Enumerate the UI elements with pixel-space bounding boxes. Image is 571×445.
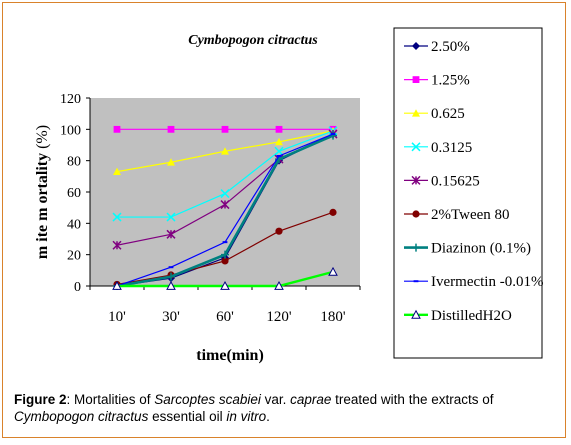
data-point (221, 257, 229, 265)
legend-item-ivermectin-0-01: Ivermectin -0.01% (404, 274, 543, 290)
legend-label: 0.15625 (431, 173, 480, 189)
data-point (274, 280, 284, 290)
series-distilledh2o (112, 266, 338, 290)
data-point (166, 229, 176, 239)
data-point (328, 266, 338, 276)
y-tick-label: 100 (60, 123, 81, 138)
caption-text-4: essential oil (148, 409, 227, 424)
caption-text-2: var. (260, 392, 291, 407)
legend: 2.50% 1.25% 0.625 0.3125 0.15625 2%Tween 80 Di… (404, 39, 543, 324)
legend-item-0-625: 0.625 (404, 106, 465, 122)
legend-item-2-50: 2.50% (404, 39, 470, 55)
data-point (113, 167, 121, 176)
x-tick-label: 60' (216, 309, 234, 325)
caption-plant: Cymbopogon citractus (14, 409, 149, 424)
legend-item-0-15625: 0.15625 (404, 173, 480, 189)
y-tick-label: 80 (67, 155, 81, 170)
legend-label: Diazinon (0.1%) (431, 241, 531, 257)
x-axis: 10' 30' 60' 120' 180' (89, 285, 361, 325)
legend-item-distilledh2o: DistilledH2O (404, 308, 512, 324)
legend-label: 1.25% (431, 73, 470, 89)
legend-marker (411, 142, 421, 152)
y-tick-label: 40 (67, 217, 81, 232)
series-layer (112, 125, 338, 290)
figure-caption: Figure 2: Mortalities of Sarcoptes scabi… (14, 391, 562, 425)
caption-label: Figure 2 (14, 392, 67, 407)
legend-label: 2%Tween 80 (431, 207, 510, 223)
x-tick-label: 10' (108, 309, 126, 325)
data-point (274, 146, 284, 156)
caption-text-3: treated with the extracts of (331, 392, 494, 407)
data-point (112, 280, 122, 290)
legend-marker (412, 109, 420, 117)
data-point (220, 200, 230, 210)
y-axis: 0 20 40 60 80 100 120 (60, 92, 91, 295)
legend-item-1-25: 1.25% (404, 73, 470, 89)
x-tick-label: 180' (320, 309, 346, 325)
caption-species: Sarcoptes scabiei (154, 392, 261, 407)
legend-item-2-tween-80: 2%Tween 80 (404, 207, 510, 223)
figure-frame (2, 2, 566, 438)
x-tick-label: 30' (162, 309, 180, 325)
legend-marker (411, 175, 421, 185)
legend-label: 0.625 (431, 106, 465, 122)
data-point (275, 227, 283, 235)
data-point (221, 147, 229, 155)
legend-item-0-3125: 0.3125 (404, 140, 472, 156)
x-tick-label: 120' (266, 309, 292, 325)
chart-title: Cymbopogon citractus (188, 33, 318, 48)
data-point (167, 272, 175, 281)
data-point (221, 250, 229, 259)
data-point (220, 189, 230, 199)
legend-marker (412, 76, 420, 83)
legend-marker (412, 243, 420, 252)
data-point (166, 212, 176, 222)
caption-invitro: in vitro (226, 409, 267, 424)
x-axis-label: time(min) (196, 347, 264, 364)
legend-marker (412, 42, 420, 50)
caption-text-1: : Mortalities of (66, 392, 155, 407)
data-point (221, 125, 229, 133)
series-diazinon-0-1 (113, 131, 337, 290)
data-point (112, 212, 122, 222)
data-point (275, 137, 283, 146)
legend-label: Ivermectin -0.01% (431, 274, 543, 290)
legend-label: 2.50% (431, 39, 470, 55)
legend-marker (412, 210, 420, 218)
data-point (167, 158, 175, 166)
legend-marker (411, 309, 421, 319)
y-tick-label: 120 (60, 92, 81, 107)
data-point (113, 125, 121, 133)
legend-label: DistilledH2O (431, 308, 512, 324)
y-tick-label: 0 (74, 280, 81, 295)
y-tick-label: 20 (67, 249, 81, 264)
y-axis-label: m ite m ortality (%) (34, 125, 51, 259)
y-axis-label-unit: (%) (34, 125, 51, 149)
caption-text-5: . (266, 409, 270, 424)
data-point (220, 280, 230, 290)
data-point (166, 280, 176, 290)
y-tick-label: 60 (67, 186, 81, 201)
data-point (275, 125, 283, 133)
line-chart: Cymbopogon citractus 0 20 40 60 80 100 120 10'… (34, 27, 543, 364)
data-point (329, 208, 337, 216)
legend-label: 0.3125 (431, 140, 472, 156)
y-axis-label-main: m ite m ortality (34, 149, 51, 259)
data-point (167, 125, 175, 133)
data-point (112, 240, 122, 250)
caption-variety: caprae (290, 392, 332, 407)
legend-item-diazinon-0-1: Diazinon (0.1%) (404, 241, 531, 257)
